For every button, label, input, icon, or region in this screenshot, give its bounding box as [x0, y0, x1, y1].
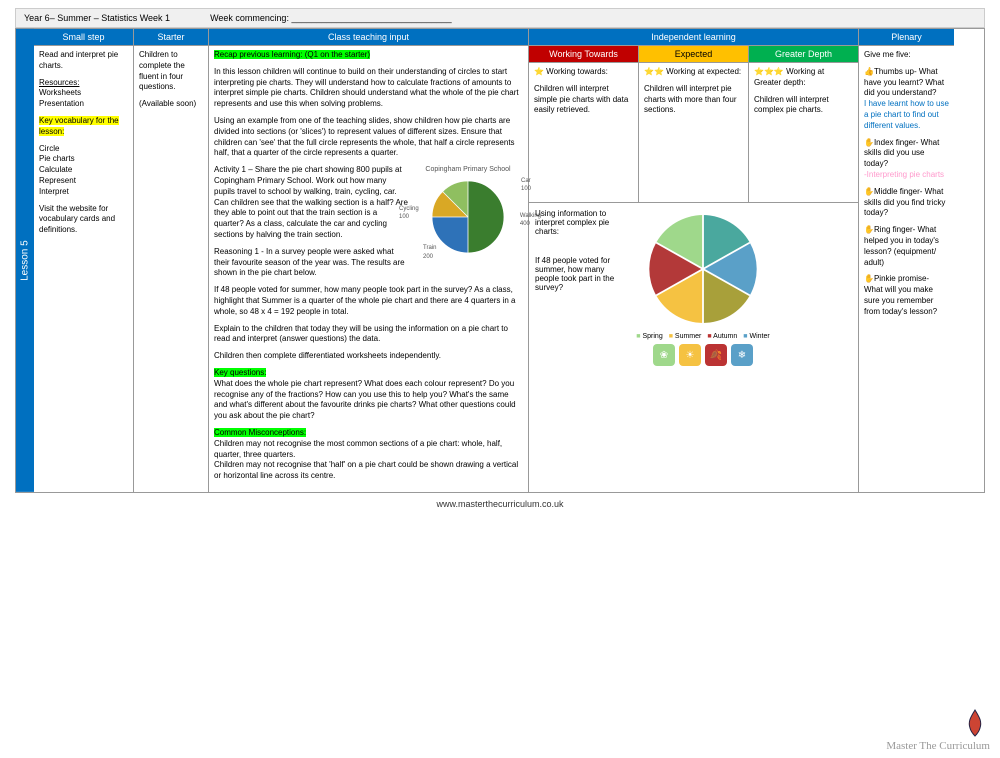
legend-winter: Winter [743, 333, 769, 340]
spring-icon: ❀ [653, 344, 675, 366]
il-bottom: Using information to interpret complex p… [529, 203, 858, 372]
teaching-p5: If 48 people voted for summer, how many … [214, 285, 523, 317]
winter-icon: ❄ [731, 344, 753, 366]
starter-note: (Available soon) [139, 99, 203, 110]
plenary-body: Give me five: 👍Thumbs up- What have you … [859, 46, 954, 492]
il-bottom-intro: Using information to interpret complex p… [535, 209, 625, 236]
starter-body: Children to complete the fluent in four … [134, 46, 208, 492]
resources-label: Resources: [39, 78, 79, 87]
legend-spring: Spring [636, 333, 662, 340]
gd-stars: ⭐⭐⭐ Working at Greater depth: [754, 67, 853, 89]
footer-url: www.masterthecurriculum.co.uk [15, 499, 985, 509]
gd-text: Children will interpret complex pie char… [754, 95, 853, 117]
header-bar: Year 6– Summer – Statistics Week 1 Week … [15, 8, 985, 28]
week-commencing: Week commencing: _______________________… [210, 13, 452, 23]
wt-body: ⭐ Working towards: Children will interpr… [529, 63, 638, 203]
lesson-tab: Lesson 5 [16, 29, 34, 492]
summer-icon: ☀ [679, 344, 701, 366]
teaching-body: Recap previous learning: (Q1 on the star… [209, 46, 528, 492]
wt-stars: ⭐ Working towards: [534, 67, 633, 78]
teaching-p3: Activity 1 – Share the pie chart showing… [214, 165, 409, 241]
watermark: Master The Curriculum [886, 740, 990, 752]
recap-label: Recap previous learning: (Q1 on the star… [214, 50, 370, 59]
plenary-intro: Give me five: [864, 50, 949, 61]
resources-list: Worksheets Presentation [39, 88, 84, 108]
col-header-small-step: Small step [34, 29, 133, 46]
teaching-p7: Children then complete differentiated wo… [214, 351, 523, 362]
cm1: Children may not recognise the most comm… [214, 439, 502, 459]
doc-title: Year 6– Summer – Statistics Week 1 [24, 13, 170, 23]
ex-body: ⭐⭐ Working at expected: Children will in… [639, 63, 748, 203]
teaching-p4: Reasoning 1 - In a survey people were as… [214, 247, 409, 279]
gd-body: ⭐⭐⭐ Working at Greater depth: Children w… [749, 63, 858, 203]
ex-stars: ⭐⭐ Working at expected: [644, 67, 743, 78]
kq-text: What does the whole pie chart represent?… [214, 379, 516, 420]
legend-summer: Summer [669, 333, 702, 340]
wt-text: Children will interpret simple pie chart… [534, 84, 633, 116]
col-header-teaching: Class teaching input [209, 29, 528, 46]
ex-text: Children will interpret pie charts with … [644, 84, 743, 116]
plenary-index-ans: -Interpreting pie charts [864, 170, 944, 179]
plenary-pinkie: ✋Pinkie promise- What will you make sure… [864, 274, 949, 317]
ex-header: Expected [639, 46, 748, 63]
plenary-index: ✋Index finger- What skills did you use t… [864, 138, 939, 169]
teaching-p1: In this lesson children will continue to… [214, 67, 523, 110]
il-bottom-q: If 48 people voted for summer, how many … [535, 256, 625, 292]
logo-flame-icon [964, 708, 986, 738]
col-header-plenary: Plenary [859, 29, 954, 46]
kq-label: Key questions: [214, 368, 266, 377]
small-step-intro: Read and interpret pie charts. [39, 50, 128, 72]
vocab-list: Circle Pie charts Calculate Represent In… [39, 144, 128, 198]
plenary-thumbs-ans: I have learnt how to use a pie chart to … [864, 99, 949, 130]
seasons-legend: Spring Summer Autumn Winter [633, 333, 773, 340]
plenary-thumbs: 👍Thumbs up- What have you learnt? What d… [864, 67, 944, 98]
pie1-title: Copingham Primary School [413, 165, 523, 174]
col-header-independent: Independent learning [529, 29, 858, 46]
pie-chart-school: Copingham Primary School [413, 165, 523, 256]
lesson-table: Lesson 5 Small step Read and interpret p… [15, 28, 985, 493]
cm-label: Common Misconceptions: [214, 428, 306, 437]
plenary-ring: ✋Ring finger- What helped you in today's… [864, 225, 949, 268]
starter-text: Children to complete the fluent in four … [139, 50, 203, 93]
season-icons: ❀ ☀ 🍂 ❄ [633, 344, 773, 366]
vocab-note: Visit the website for vocabulary cards a… [39, 204, 128, 236]
plenary-middle: ✋Middle finger- What skills did you find… [864, 187, 949, 219]
pie-chart-seasons: Spring Summer Autumn Winter ❀ ☀ 🍂 ❄ [633, 209, 773, 366]
autumn-icon: 🍂 [705, 344, 727, 366]
legend-autumn: Autumn [707, 333, 737, 340]
vocab-label: Key vocabulary for the lesson: [39, 116, 119, 136]
teaching-p2: Using an example from one of the teachin… [214, 116, 523, 159]
cm2: Children may not recognise that 'half' o… [214, 460, 518, 480]
gd-header: Greater Depth [749, 46, 858, 63]
small-step-body: Read and interpret pie charts. Resources… [34, 46, 133, 492]
col-header-starter: Starter [134, 29, 208, 46]
wt-header: Working Towards [529, 46, 638, 63]
teaching-p6: Explain to the children that today they … [214, 324, 523, 346]
